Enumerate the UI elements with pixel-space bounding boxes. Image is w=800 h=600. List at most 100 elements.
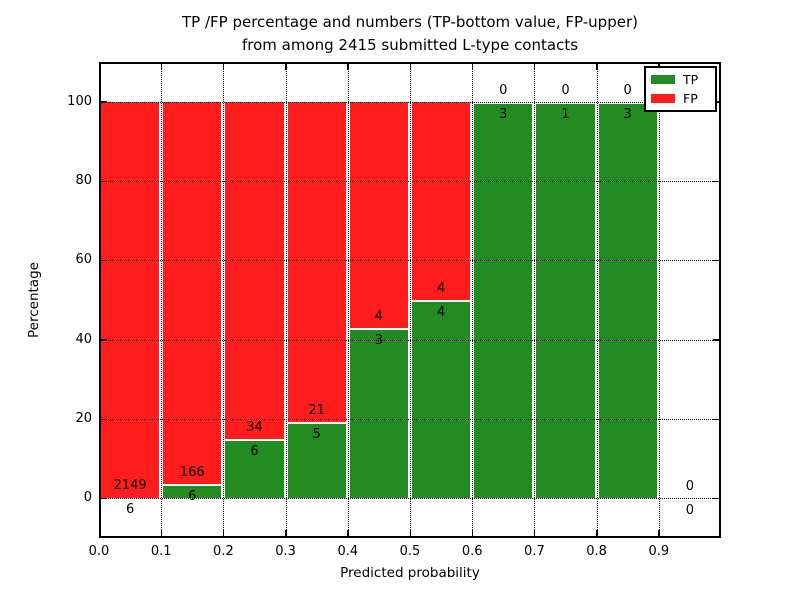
bar-count-label-tp: 3 [374,333,384,349]
tick-mark [471,530,474,536]
x-tick-label: 0.5 [399,544,421,559]
bar-count-label-fp: 0 [561,82,570,98]
x-tick-label: 0.0 [88,544,110,559]
gridline-horizontal [99,260,721,262]
y-tick-label: 20 [75,411,92,426]
chart-title-line1: TP /FP percentage and numbers (TP-bottom… [182,13,638,31]
bar-count-label-tp: 6 [250,443,259,459]
x-tick-label: 0.9 [648,544,670,559]
legend-label: FP [683,90,698,106]
legend-label: TP [683,71,699,87]
tick-mark [713,497,719,500]
tick-mark [713,418,719,420]
bar-count-label-tp: 1 [561,106,570,122]
legend-swatch-fp [651,94,675,103]
gridline-horizontal [99,339,721,341]
gridline-vertical [285,62,287,538]
tick-mark [285,530,287,536]
bar-count-label-fp: 0 [623,82,632,98]
x-tick-label: 0.6 [461,544,483,559]
bar-count-label-tp: 0 [685,503,695,519]
gridline-horizontal [99,498,721,500]
bar-count-label-tp: 3 [623,106,632,122]
bar-segment-fp [101,101,160,499]
plot-area: 2149 6 166 6 34 6 21 5 4 3 4 4 0 3 0 1 0 3 0 0 [98,62,721,538]
x-axis-label: Predicted probability [340,565,480,581]
bar-segment-fp [287,101,346,423]
bar-segment-tp [598,101,657,499]
bar-segment-tp [349,328,408,499]
gridline-vertical [410,62,411,538]
bar-count-label-fp: 2149 [113,478,147,494]
bar-count-label-fp: 21 [308,403,325,419]
gridline-horizontal [99,181,721,182]
bar-count-label-tp: 5 [312,427,321,443]
tick-mark [222,530,225,536]
legend: TP FP [644,66,717,112]
x-tick-label: 0.2 [213,544,234,559]
tick-mark [533,530,536,536]
tick-mark [222,64,225,70]
tick-mark [713,259,719,262]
tick-mark [713,180,719,182]
tick-mark [533,64,536,70]
y-axis-label: Percentage [26,262,42,338]
tick-mark [101,497,107,500]
bar-count-label-tp: 6 [188,489,197,505]
tick-mark [98,64,100,70]
bar-count-label-tp: 4 [436,305,446,320]
y-tick-label: 40 [75,331,92,347]
tick-mark [596,64,598,70]
tick-mark [160,64,163,70]
x-tick-label: 0.1 [150,544,172,559]
gridline-vertical [472,62,474,538]
bar-segment-tp [412,300,471,499]
tick-mark [101,180,107,182]
bar-count-label-tp: 6 [125,502,135,518]
x-tick-label: 0.4 [337,544,359,559]
y-tick-label: 100 [67,93,92,109]
bar-count-label-tp: 3 [499,106,508,122]
bar-count-label-fp: 4 [374,309,384,325]
gridline-vertical [658,62,660,538]
tick-mark [409,530,411,536]
gridline-vertical [534,62,536,538]
tick-mark [471,64,474,70]
bar-segment-tp [287,422,346,499]
bar-segment-fp [412,101,471,300]
tick-mark [98,530,100,536]
tick-mark [347,64,349,70]
chart-title-line2: from among 2415 submitted L-type contact… [241,36,579,54]
gridline-vertical [161,62,163,538]
bar-count-label-fp: 4 [436,281,446,296]
x-tick-label: 0.8 [586,544,607,559]
gridline-vertical [596,62,598,538]
tick-mark [285,64,287,70]
x-tick-label: 0.7 [524,544,545,559]
gridline-vertical [347,62,349,538]
tick-mark [596,530,598,536]
x-tick-label: 0.3 [275,544,296,559]
tick-mark [101,418,107,420]
y-tick-label: 0 [83,490,92,506]
tick-mark [160,530,163,536]
bar-segment-fp [225,101,284,439]
tick-mark [101,259,107,262]
legend-swatch-tp [651,75,675,84]
bar-count-label-fp: 0 [685,479,695,495]
bar-count-label-fp: 34 [246,419,263,435]
bar-count-label-fp: 0 [499,82,508,98]
bar-segment-tp [163,484,222,499]
legend-entry-fp: FP [651,90,710,106]
gridline-horizontal [99,419,721,420]
tick-mark [658,530,660,536]
gridline-horizontal [99,101,721,103]
tick-mark [347,530,349,536]
tick-mark [101,339,107,341]
legend-entry-tp: TP [651,71,710,87]
gridline-vertical [223,62,225,538]
tick-mark [713,339,719,341]
tick-mark [101,101,107,103]
bar-segment-fp [349,101,408,329]
